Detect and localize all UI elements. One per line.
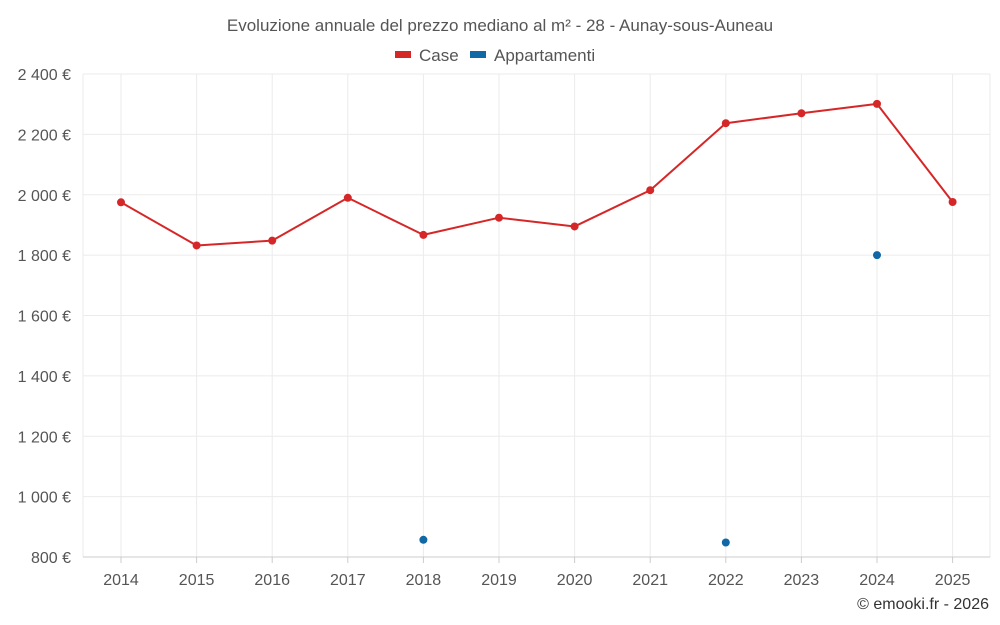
data-point-appartamenti[interactable]: [419, 535, 428, 544]
data-point-case[interactable]: [268, 236, 277, 245]
y-tick-label: 1 800 €: [18, 248, 71, 265]
data-point-case[interactable]: [419, 230, 428, 239]
x-tick-label: 2016: [254, 572, 290, 589]
x-tick-label: 2025: [935, 572, 971, 589]
chart-title: Evoluzione annuale del prezzo mediano al…: [227, 16, 773, 35]
gridlines: [82, 73, 991, 557]
data-point-case[interactable]: [343, 193, 352, 202]
series-appartamenti: [419, 251, 881, 547]
legend-label-appartamenti[interactable]: Appartamenti: [494, 46, 595, 65]
y-tick-label: 800 €: [31, 550, 71, 567]
data-point-case[interactable]: [797, 109, 806, 118]
legend-swatch-appartamenti: [470, 51, 486, 58]
x-tick-label: 2017: [330, 572, 366, 589]
x-tick-label: 2015: [179, 572, 215, 589]
legend-label-case[interactable]: Case: [419, 46, 459, 65]
x-tick-label: 2023: [784, 572, 820, 589]
series-line-case: [120, 102, 954, 247]
data-point-case[interactable]: [495, 213, 503, 222]
data-point-case[interactable]: [570, 222, 579, 231]
legend: Case Appartamenti: [395, 46, 595, 65]
x-tick-label: 2019: [481, 572, 517, 589]
data-point-case[interactable]: [948, 197, 957, 206]
series: [117, 99, 957, 547]
y-tick-label: 1 000 €: [18, 490, 71, 507]
x-tick-label: 2024: [859, 572, 895, 589]
axes: 800 € 1 000 € 1 200 € 1 400 € 1 600 € 1 800 €…: [18, 67, 990, 589]
x-tick-label: 2020: [557, 572, 593, 589]
data-point-appartamenti[interactable]: [721, 538, 730, 547]
series-case: [117, 99, 957, 250]
legend-swatch-case: [395, 51, 411, 58]
data-point-case[interactable]: [192, 241, 201, 250]
x-tick-label: 2014: [103, 572, 139, 589]
y-tick-label: 1 600 €: [18, 309, 71, 326]
y-tick-label: 1 200 €: [18, 429, 71, 446]
x-tick-label: 2021: [632, 572, 668, 589]
data-point-case[interactable]: [646, 186, 655, 195]
x-tick-label: 2018: [406, 572, 442, 589]
data-point-appartamenti[interactable]: [873, 251, 881, 260]
data-point-case[interactable]: [873, 99, 881, 108]
y-tick-label: 2 400 €: [18, 67, 71, 84]
data-point-case[interactable]: [117, 198, 125, 207]
y-tick-label: 1 400 €: [18, 369, 71, 386]
data-point-case[interactable]: [721, 119, 730, 128]
x-tick-label: 2022: [708, 572, 744, 589]
y-tick-label: 2 000 €: [18, 188, 71, 205]
credit-text: © emooki.fr - 2026: [857, 596, 989, 613]
y-tick-label: 2 200 €: [18, 127, 71, 144]
